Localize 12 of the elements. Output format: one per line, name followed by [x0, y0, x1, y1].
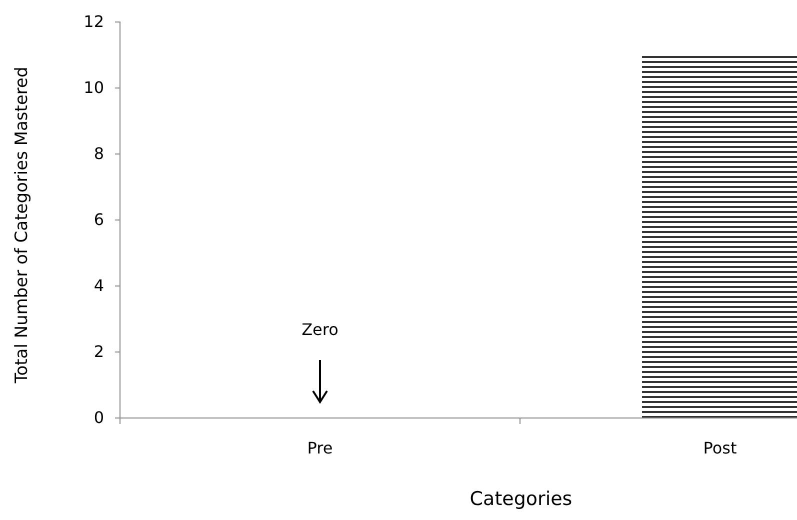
y-tick-label: 2 [94, 342, 104, 362]
y-axis-title: Total Number of Categories Mastered [12, 66, 32, 384]
x-tick-label: Pre [307, 438, 333, 458]
x-axis-title: Categories [470, 488, 572, 510]
y-tick-label: 12 [84, 12, 104, 32]
x-tick-label: Post [703, 438, 737, 458]
y-tick-label: 4 [94, 276, 104, 296]
y-tick-label: 6 [94, 210, 104, 230]
y-tick-label: 0 [94, 408, 104, 428]
annotation: Zero [302, 320, 338, 339]
y-tick-label: 10 [84, 78, 104, 98]
y-tick-label: 8 [94, 144, 104, 164]
